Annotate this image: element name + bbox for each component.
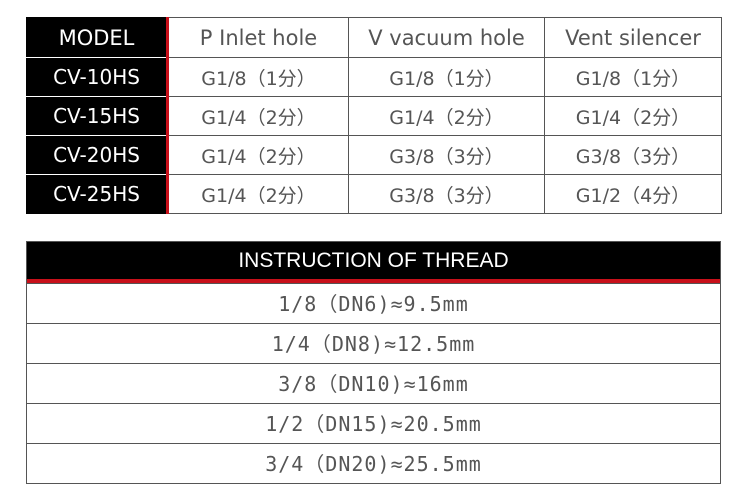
- header-p-inlet: P Inlet hole: [167, 17, 349, 58]
- cell: G3/8（3分）: [348, 135, 545, 175]
- model-cell: CV-10HS: [26, 57, 169, 97]
- cell: G1/4（2分）: [348, 96, 545, 136]
- cell: G1/4（2分）: [544, 96, 722, 136]
- table-row: CV-15HS G1/4（2分） G1/4（2分） G1/4（2分）: [26, 96, 722, 136]
- thread-instruction-table: INSTRUCTION OF THREAD 1/8（DN6)≈9.5mm 1/4…: [26, 241, 721, 484]
- model-spec-table: MODEL P Inlet hole V vacuum hole Vent si…: [26, 17, 722, 214]
- cell: G1/8（1分）: [167, 57, 349, 97]
- thread-row: 3/8（DN10)≈16mm: [27, 363, 720, 403]
- model-cell: CV-15HS: [26, 96, 169, 136]
- cell: G3/8（3分）: [348, 174, 545, 214]
- model-cell: CV-25HS: [26, 174, 169, 214]
- thread-row: 3/4（DN20)≈25.5mm: [27, 443, 720, 483]
- cell: G1/4（2分）: [167, 174, 349, 214]
- cell: G1/2（4分）: [544, 174, 722, 214]
- table-row: CV-25HS G1/4（2分） G3/8（3分） G1/2（4分）: [26, 174, 722, 214]
- model-cell: CV-20HS: [26, 135, 169, 175]
- cell: G3/8（3分）: [544, 135, 722, 175]
- thread-row: 1/8（DN6)≈9.5mm: [27, 283, 720, 323]
- cell: G1/8（1分）: [348, 57, 545, 97]
- table-row: CV-10HS G1/8（1分） G1/8（1分） G1/8（1分）: [26, 57, 722, 97]
- cell: G1/8（1分）: [544, 57, 722, 97]
- header-row: MODEL P Inlet hole V vacuum hole Vent si…: [26, 17, 722, 58]
- header-v-vacuum: V vacuum hole: [348, 17, 545, 58]
- cell: G1/4（2分）: [167, 96, 349, 136]
- header-model: MODEL: [26, 17, 169, 58]
- thread-row: 1/2（DN15)≈20.5mm: [27, 403, 720, 443]
- header-vent: Vent silencer: [544, 17, 722, 58]
- table-row: CV-20HS G1/4（2分） G3/8（3分） G3/8（3分）: [26, 135, 722, 175]
- thread-table-title: INSTRUCTION OF THREAD: [27, 242, 720, 283]
- cell: G1/4（2分）: [167, 135, 349, 175]
- thread-row: 1/4（DN8)≈12.5mm: [27, 323, 720, 363]
